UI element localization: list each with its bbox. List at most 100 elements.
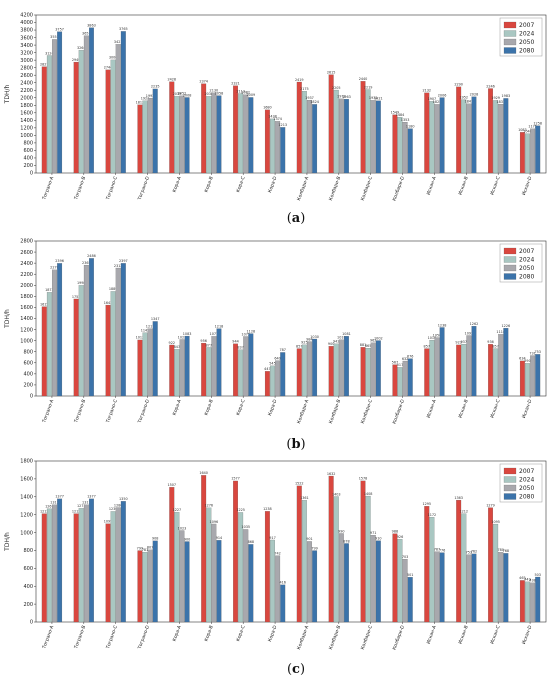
data-label: 640 [274, 356, 280, 360]
bar [461, 513, 467, 623]
y-tick-label: 1200 [20, 327, 33, 333]
bar [238, 349, 244, 397]
bar [456, 344, 462, 397]
bar [338, 533, 344, 623]
bar [328, 74, 334, 174]
data-label: 1484 [396, 113, 405, 117]
data-label: 2486 [87, 254, 96, 258]
data-label: 787 [279, 348, 285, 352]
data-label: 1046 [523, 129, 532, 133]
bar [429, 101, 435, 174]
bar [466, 554, 472, 623]
y-tick-label: 2200 [20, 272, 33, 278]
data-label: 416 [279, 581, 285, 585]
bar [530, 582, 536, 623]
data-label: 1267 [45, 504, 54, 508]
data-label: 1018 [337, 335, 346, 339]
bar [429, 517, 435, 623]
y-tick-label: 1800 [20, 294, 33, 300]
panel-label: (b) [286, 437, 305, 452]
data-label: 1212 [72, 509, 81, 513]
data-label: 1023 [178, 526, 187, 530]
y-tick-label: 200 [23, 602, 33, 608]
bar [519, 132, 525, 174]
data-label: 2130 [210, 89, 219, 93]
data-label: 2827 [40, 62, 49, 66]
legend-entry: 2080 [519, 274, 534, 281]
bar [137, 339, 143, 397]
data-label: 3421 [114, 40, 123, 44]
data-label: 1632 [327, 472, 336, 476]
data-label: 2290 [454, 83, 463, 87]
bar [184, 541, 190, 623]
y-tick-label: 600 [23, 566, 33, 572]
bar [179, 95, 185, 174]
bar [174, 512, 180, 623]
x-category-label: Тограно-В [73, 399, 87, 425]
bar [73, 298, 79, 397]
bar [338, 98, 344, 174]
bar [184, 97, 190, 174]
bar [466, 335, 472, 397]
data-label: 2365 [82, 261, 91, 265]
y-tick-label: 4000 [20, 20, 33, 26]
data-label: 731 [529, 351, 535, 355]
legend-entry: 2024 [519, 257, 534, 264]
bar [397, 367, 403, 397]
x-category-label: Тограно-D [136, 624, 151, 651]
bar [397, 539, 403, 623]
x-category-label: Искан-D [521, 398, 534, 419]
data-label: 1217 [146, 324, 155, 328]
data-label: 2235 [151, 85, 160, 89]
data-label: 503 [534, 573, 540, 577]
data-label: 1013 [136, 336, 145, 340]
y-tick-label: 2800 [20, 239, 33, 245]
y-tick-label: 400 [23, 156, 33, 162]
data-label: 901 [306, 537, 312, 541]
bar [535, 576, 541, 623]
y-tick-label: 800 [23, 548, 33, 554]
data-label: 2374 [199, 79, 208, 83]
y-tick-label: 1400 [20, 316, 33, 322]
data-label: 1377 [87, 495, 96, 499]
x-category-label: Искан-D [521, 624, 534, 645]
data-label: 1083 [183, 332, 192, 336]
data-label: 1021 [178, 335, 187, 339]
data-label: 753 [466, 550, 472, 554]
bar [174, 349, 180, 397]
data-label: 1680 [263, 106, 272, 110]
bar [525, 581, 530, 623]
bar [83, 504, 89, 623]
bar [233, 343, 238, 397]
data-label: 3124 [45, 51, 54, 55]
data-label: 3651 [82, 31, 91, 35]
bar [89, 27, 94, 174]
bar [307, 100, 312, 174]
bar [307, 341, 312, 397]
bar [52, 504, 57, 623]
data-label: 900 [328, 342, 334, 346]
bar [344, 336, 349, 397]
y-tick-label: 0 [30, 620, 33, 626]
data-label: 1952 [459, 95, 468, 99]
y-tick-label: 2600 [20, 73, 33, 79]
data-label: 776 [439, 548, 445, 552]
x-category-label: Кора-D [267, 624, 279, 642]
data-label: 910 [375, 536, 381, 540]
data-label: 2744 [104, 66, 113, 70]
x-category-label: Кора-В [203, 625, 214, 643]
bar [456, 499, 462, 623]
bar [519, 360, 525, 397]
data-label: 2312 [114, 264, 123, 268]
bar [503, 553, 509, 623]
x-category-label: Тограно-А [41, 398, 56, 425]
x-category-label: Колбари-D [391, 175, 406, 202]
bar [471, 96, 477, 174]
y-tick-label: 3400 [20, 43, 33, 49]
bar [46, 292, 52, 397]
bar [296, 81, 302, 174]
x-category-label: Кора-В [203, 399, 214, 417]
